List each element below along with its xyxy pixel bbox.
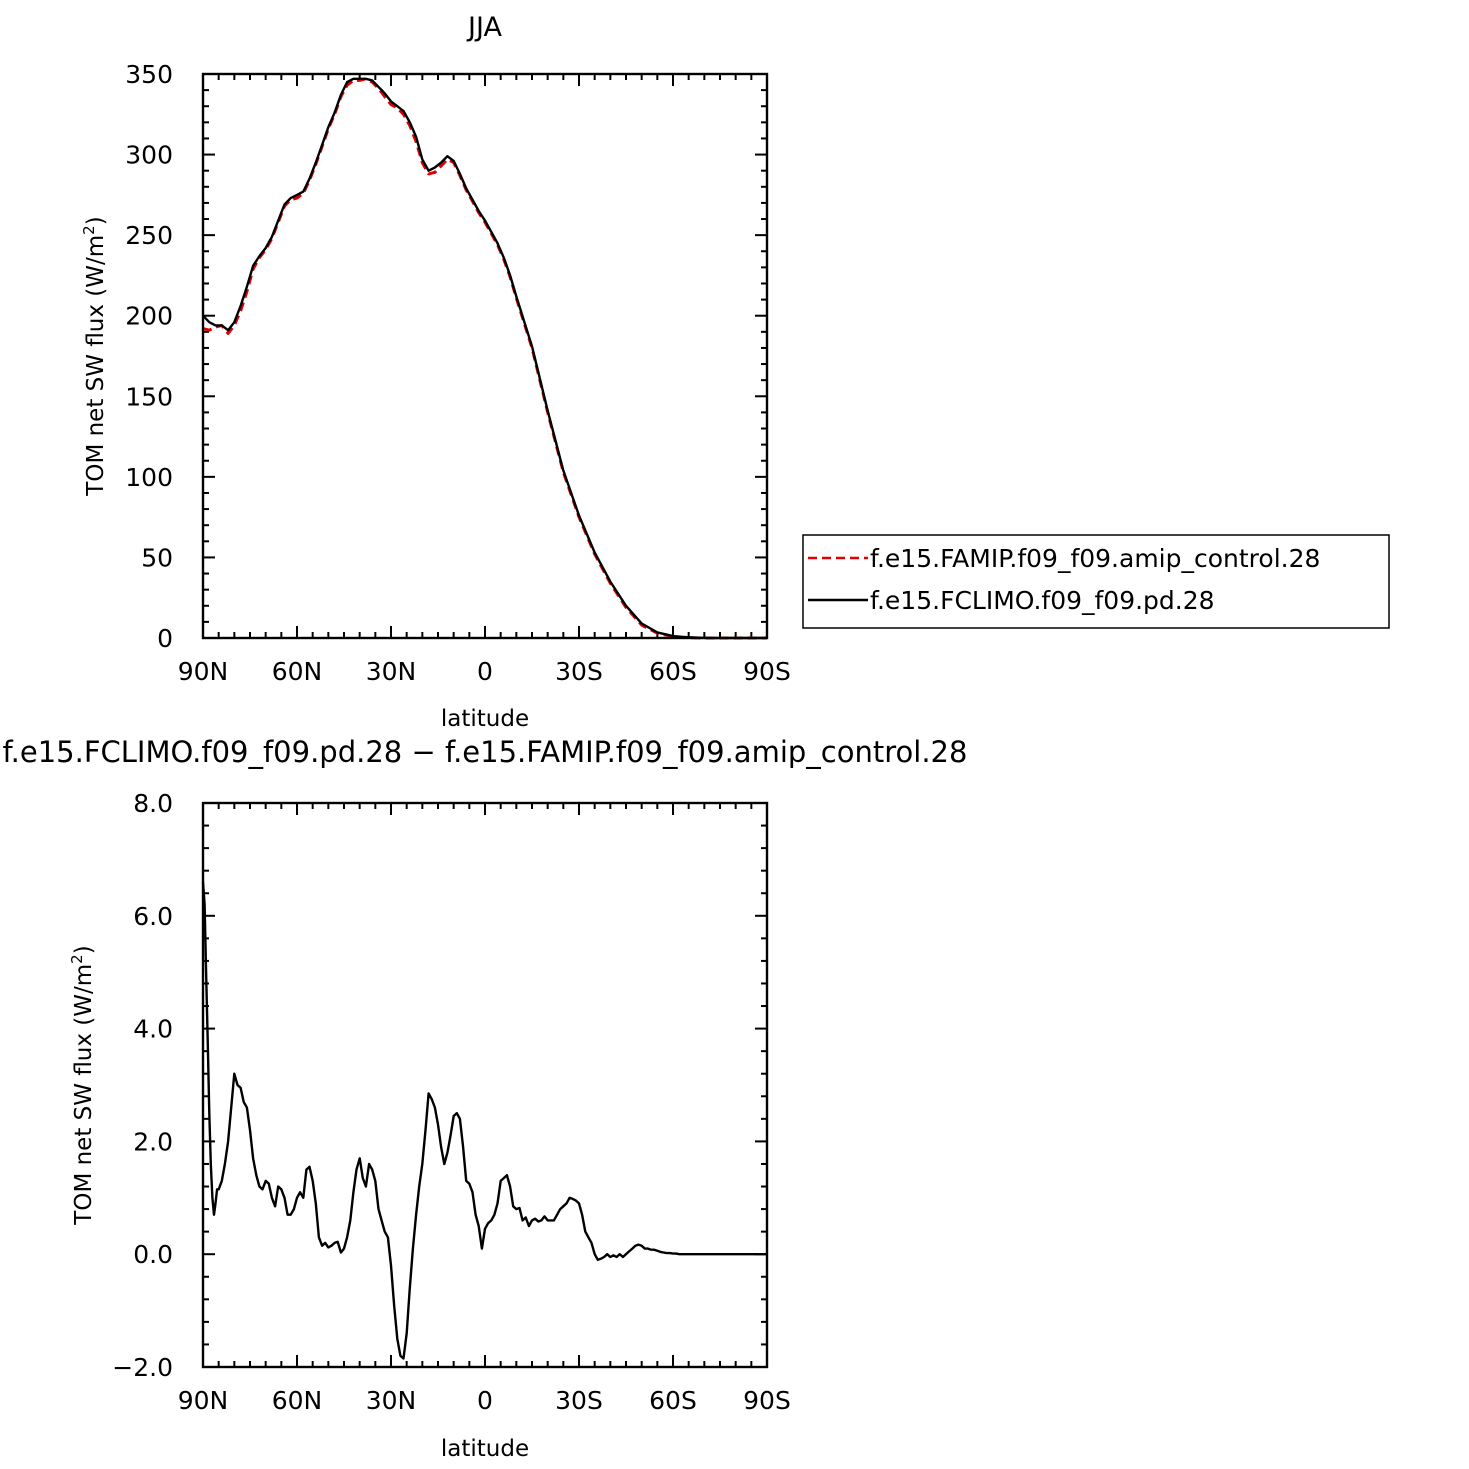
bottom-x-tick-label: 0 [477,1386,493,1415]
top-x-tick-label: 0 [477,657,493,686]
top-panel-plot-frame [201,72,769,640]
bottom-y-tick-label: 8.0 [133,789,173,818]
bottom-panel: f.e15.FCLIMO.f09_f09.pd.28 − f.e15.FAMIP… [3,735,968,1462]
bottom-x-tick-label: 90S [743,1386,791,1415]
bottom-panel-y-axis-label: TOM net SW flux (W/m2) [68,945,97,1225]
top-panel: JJA TOM net SW flux (W/m2) latitude 90N 6… [80,12,791,732]
top-series-line-0 [202,77,767,640]
bottom-y-tick-label: 4.0 [133,1015,173,1044]
top-y-tick-label: 300 [125,141,173,170]
top-y-tick-label: 350 [125,60,173,89]
bottom-series-line-0 [201,881,767,1360]
bottom-panel-x-axis-label: latitude [441,1436,529,1462]
bottom-panel-plot-frame [201,801,769,1369]
top-x-tick-label: 30S [555,657,603,686]
top-x-tick-label: 30N [366,657,417,686]
bottom-y-tick-label: 6.0 [133,902,173,931]
bottom-x-tick-label: 90N [178,1386,229,1415]
bottom-x-tick-label: 60S [649,1386,697,1415]
bottom-y-tick-label: 2.0 [133,1127,173,1156]
top-x-tick-label: 90S [743,657,791,686]
top-x-tick-label: 90N [178,657,229,686]
top-x-tick-label: 60S [649,657,697,686]
legend-label-fclimo: f.e15.FCLIMO.f09_f09.pd.28 [870,586,1215,615]
top-x-tick-label: 60N [272,657,323,686]
bottom-panel-title: f.e15.FCLIMO.f09_f09.pd.28 − f.e15.FAMIP… [3,735,968,769]
bottom-y-tick-label: 0.0 [133,1240,173,1269]
top-panel-title: JJA [466,12,502,43]
top-panel-ticks: 90N 60N 30N 0 30S 60S 90S 0 50 100 150 200 250 300 350 [125,60,791,686]
top-y-tick-label: 150 [125,382,173,411]
top-y-tick-label: 250 [125,221,173,250]
top-panel-y-axis-label: TOM net SW flux (W/m2) [80,216,109,496]
top-panel-x-axis-label: latitude [441,706,529,732]
bottom-x-tick-label: 30N [366,1386,417,1415]
bottom-panel-series [201,881,767,1360]
legend-box [802,534,1390,629]
top-y-tick-label: 100 [125,463,173,492]
top-y-tick-label: 50 [141,543,173,572]
top-panel-series [202,77,767,640]
bottom-panel-ticks: 90N 60N 30N 0 30S 60S 90S −2.0 0.0 2.0 4.0 6.0 8.0 [112,789,791,1415]
top-y-tick-label: 200 [125,302,173,331]
top-series-line-1 [202,77,767,640]
legend: f.e15.FAMIP.f09_f09.amip_control.28 f.e1… [802,534,1390,629]
bottom-y-tick-label: −2.0 [112,1353,173,1382]
bottom-x-tick-label: 60N [272,1386,323,1415]
top-y-tick-label: 0 [157,624,173,653]
bottom-x-tick-label: 30S [555,1386,603,1415]
legend-label-famip: f.e15.FAMIP.f09_f09.amip_control.28 [870,544,1320,573]
